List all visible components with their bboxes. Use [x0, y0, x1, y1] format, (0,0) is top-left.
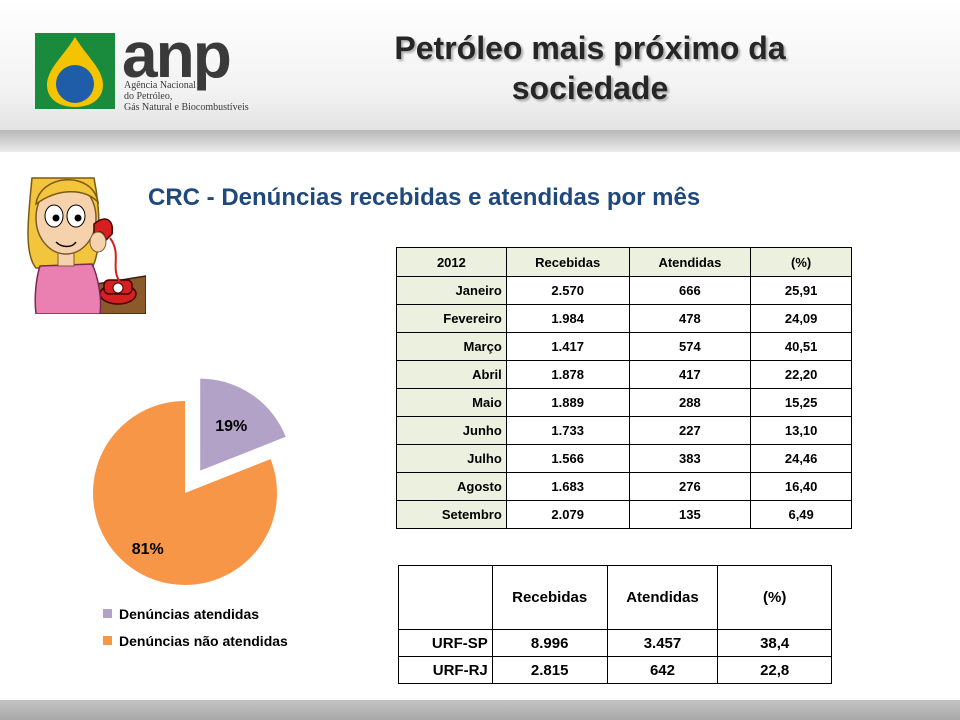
month-cell: Agosto — [396, 472, 507, 501]
percent-cell: 24,46 — [750, 444, 852, 473]
pie-data-label: 19% — [215, 418, 247, 435]
urf-label-cell: URF-RJ — [398, 656, 493, 684]
table-header-row: Recebidas Atendidas (%) — [398, 565, 832, 630]
attended-cell: 227 — [628, 416, 752, 445]
pie-slice — [93, 401, 277, 585]
logo-line: do Petróleo, — [124, 91, 173, 102]
header-band: anp Agência Nacional do Petróleo, Gás Na… — [0, 0, 960, 132]
received-cell: 1.417 — [505, 332, 630, 361]
logo-line: Gás Natural e Biocombustíveis — [124, 102, 249, 113]
percent-cell: 25,91 — [750, 276, 852, 305]
logo-line: Agência Nacional — [124, 80, 196, 91]
urf-summary-table: Recebidas Atendidas (%) URF-SP 8.996 3.4… — [398, 565, 832, 684]
received-cell: 2.079 — [505, 500, 630, 529]
monthly-complaints-table: 2012 Recebidas Atendidas (%) Janeiro 2.5… — [396, 247, 852, 529]
logo-agency-name: Agência Nacional do Petróleo, Gás Natura… — [124, 80, 254, 113]
woman-on-phone-illustration — [27, 177, 146, 314]
received-cell: 1.984 — [505, 304, 630, 333]
percent-cell: 16,40 — [750, 472, 852, 501]
received-cell: 2.815 — [491, 656, 608, 684]
table-row: Março 1.417 574 40,51 — [396, 332, 852, 361]
received-cell: 1.889 — [505, 388, 630, 417]
percent-cell: 15,25 — [750, 388, 852, 417]
legend-item: Denúncias atendidas — [103, 600, 288, 627]
received-cell: 1.683 — [505, 472, 630, 501]
attended-cell: 135 — [628, 500, 752, 529]
attended-cell: 478 — [628, 304, 752, 333]
chart-legend: Denúncias atendidas Denúncias não atendi… — [103, 600, 288, 654]
table-row: Fevereiro 1.984 478 24,09 — [396, 304, 852, 333]
table-row: Junho 1.733 227 13,10 — [396, 416, 852, 445]
pie-data-label: 81% — [132, 541, 164, 558]
attended-cell: 3.457 — [606, 629, 719, 657]
month-cell: Setembro — [396, 500, 507, 529]
table-row: Agosto 1.683 276 16,40 — [396, 472, 852, 501]
percent-cell: 22,8 — [717, 656, 832, 684]
column-header: (%) — [717, 565, 832, 630]
table-row: Julho 1.566 383 24,46 — [396, 444, 852, 473]
table-row: URF-SP 8.996 3.457 38,4 — [398, 629, 832, 657]
legend-label: Denúncias atendidas — [119, 605, 260, 622]
received-cell: 1.733 — [505, 416, 630, 445]
header-divider — [0, 130, 960, 152]
attended-cell: 417 — [628, 360, 752, 389]
received-cell: 1.566 — [505, 444, 630, 473]
attended-cell: 642 — [606, 656, 719, 684]
attended-cell: 276 — [628, 472, 752, 501]
table-row: URF-RJ 2.815 642 22,8 — [398, 656, 832, 684]
legend-item: Denúncias não atendidas — [103, 627, 288, 654]
percent-cell: 38,4 — [717, 629, 832, 657]
percent-cell: 22,20 — [750, 360, 852, 389]
table-row: Setembro 2.079 135 6,49 — [396, 500, 852, 529]
column-header: 2012 — [396, 247, 507, 277]
column-header: Atendidas — [628, 247, 752, 277]
percent-cell: 6,49 — [750, 500, 852, 529]
month-cell: Maio — [396, 388, 507, 417]
received-cell: 2.570 — [505, 276, 630, 305]
month-cell: Abril — [396, 360, 507, 389]
table-row: Maio 1.889 288 15,25 — [396, 388, 852, 417]
complaints-pie-chart: 19% 81% — [93, 378, 286, 585]
month-cell: Junho — [396, 416, 507, 445]
column-header: Recebidas — [491, 565, 608, 630]
legend-swatch — [103, 609, 112, 618]
footer-band — [0, 700, 960, 720]
received-cell: 8.996 — [491, 629, 608, 657]
month-cell: Março — [396, 332, 507, 361]
percent-cell: 40,51 — [750, 332, 852, 361]
pie-slice — [200, 378, 286, 471]
slide-title-line1: Petróleo mais próximo da — [394, 30, 786, 66]
table-header-row: 2012 Recebidas Atendidas (%) — [396, 247, 852, 277]
logo-wordmark: anp — [122, 19, 232, 91]
column-header: Atendidas — [606, 565, 719, 630]
column-header: (%) — [750, 247, 852, 277]
attended-cell: 574 — [628, 332, 752, 361]
column-header — [398, 565, 493, 630]
month-cell: Julho — [396, 444, 507, 473]
legend-swatch — [103, 636, 112, 645]
table-row: Abril 1.878 417 22,20 — [396, 360, 852, 389]
slide-title-line2: sociedade — [511, 70, 669, 106]
attended-cell: 383 — [628, 444, 752, 473]
month-cell: Fevereiro — [396, 304, 507, 333]
percent-cell: 13,10 — [750, 416, 852, 445]
slide-title: Petróleo mais próximo da sociedade — [330, 28, 850, 108]
anp-logo-icon — [35, 33, 115, 109]
column-header: Recebidas — [505, 247, 630, 277]
urf-label-cell: URF-SP — [398, 629, 493, 657]
legend-label: Denúncias não atendidas — [119, 632, 288, 649]
month-cell: Janeiro — [396, 276, 507, 305]
received-cell: 1.878 — [505, 360, 630, 389]
table-row: Janeiro 2.570 666 25,91 — [396, 276, 852, 305]
slide-subtitle: CRC - Denúncias recebidas e atendidas po… — [148, 184, 701, 211]
percent-cell: 24,09 — [750, 304, 852, 333]
attended-cell: 666 — [628, 276, 752, 305]
attended-cell: 288 — [628, 388, 752, 417]
